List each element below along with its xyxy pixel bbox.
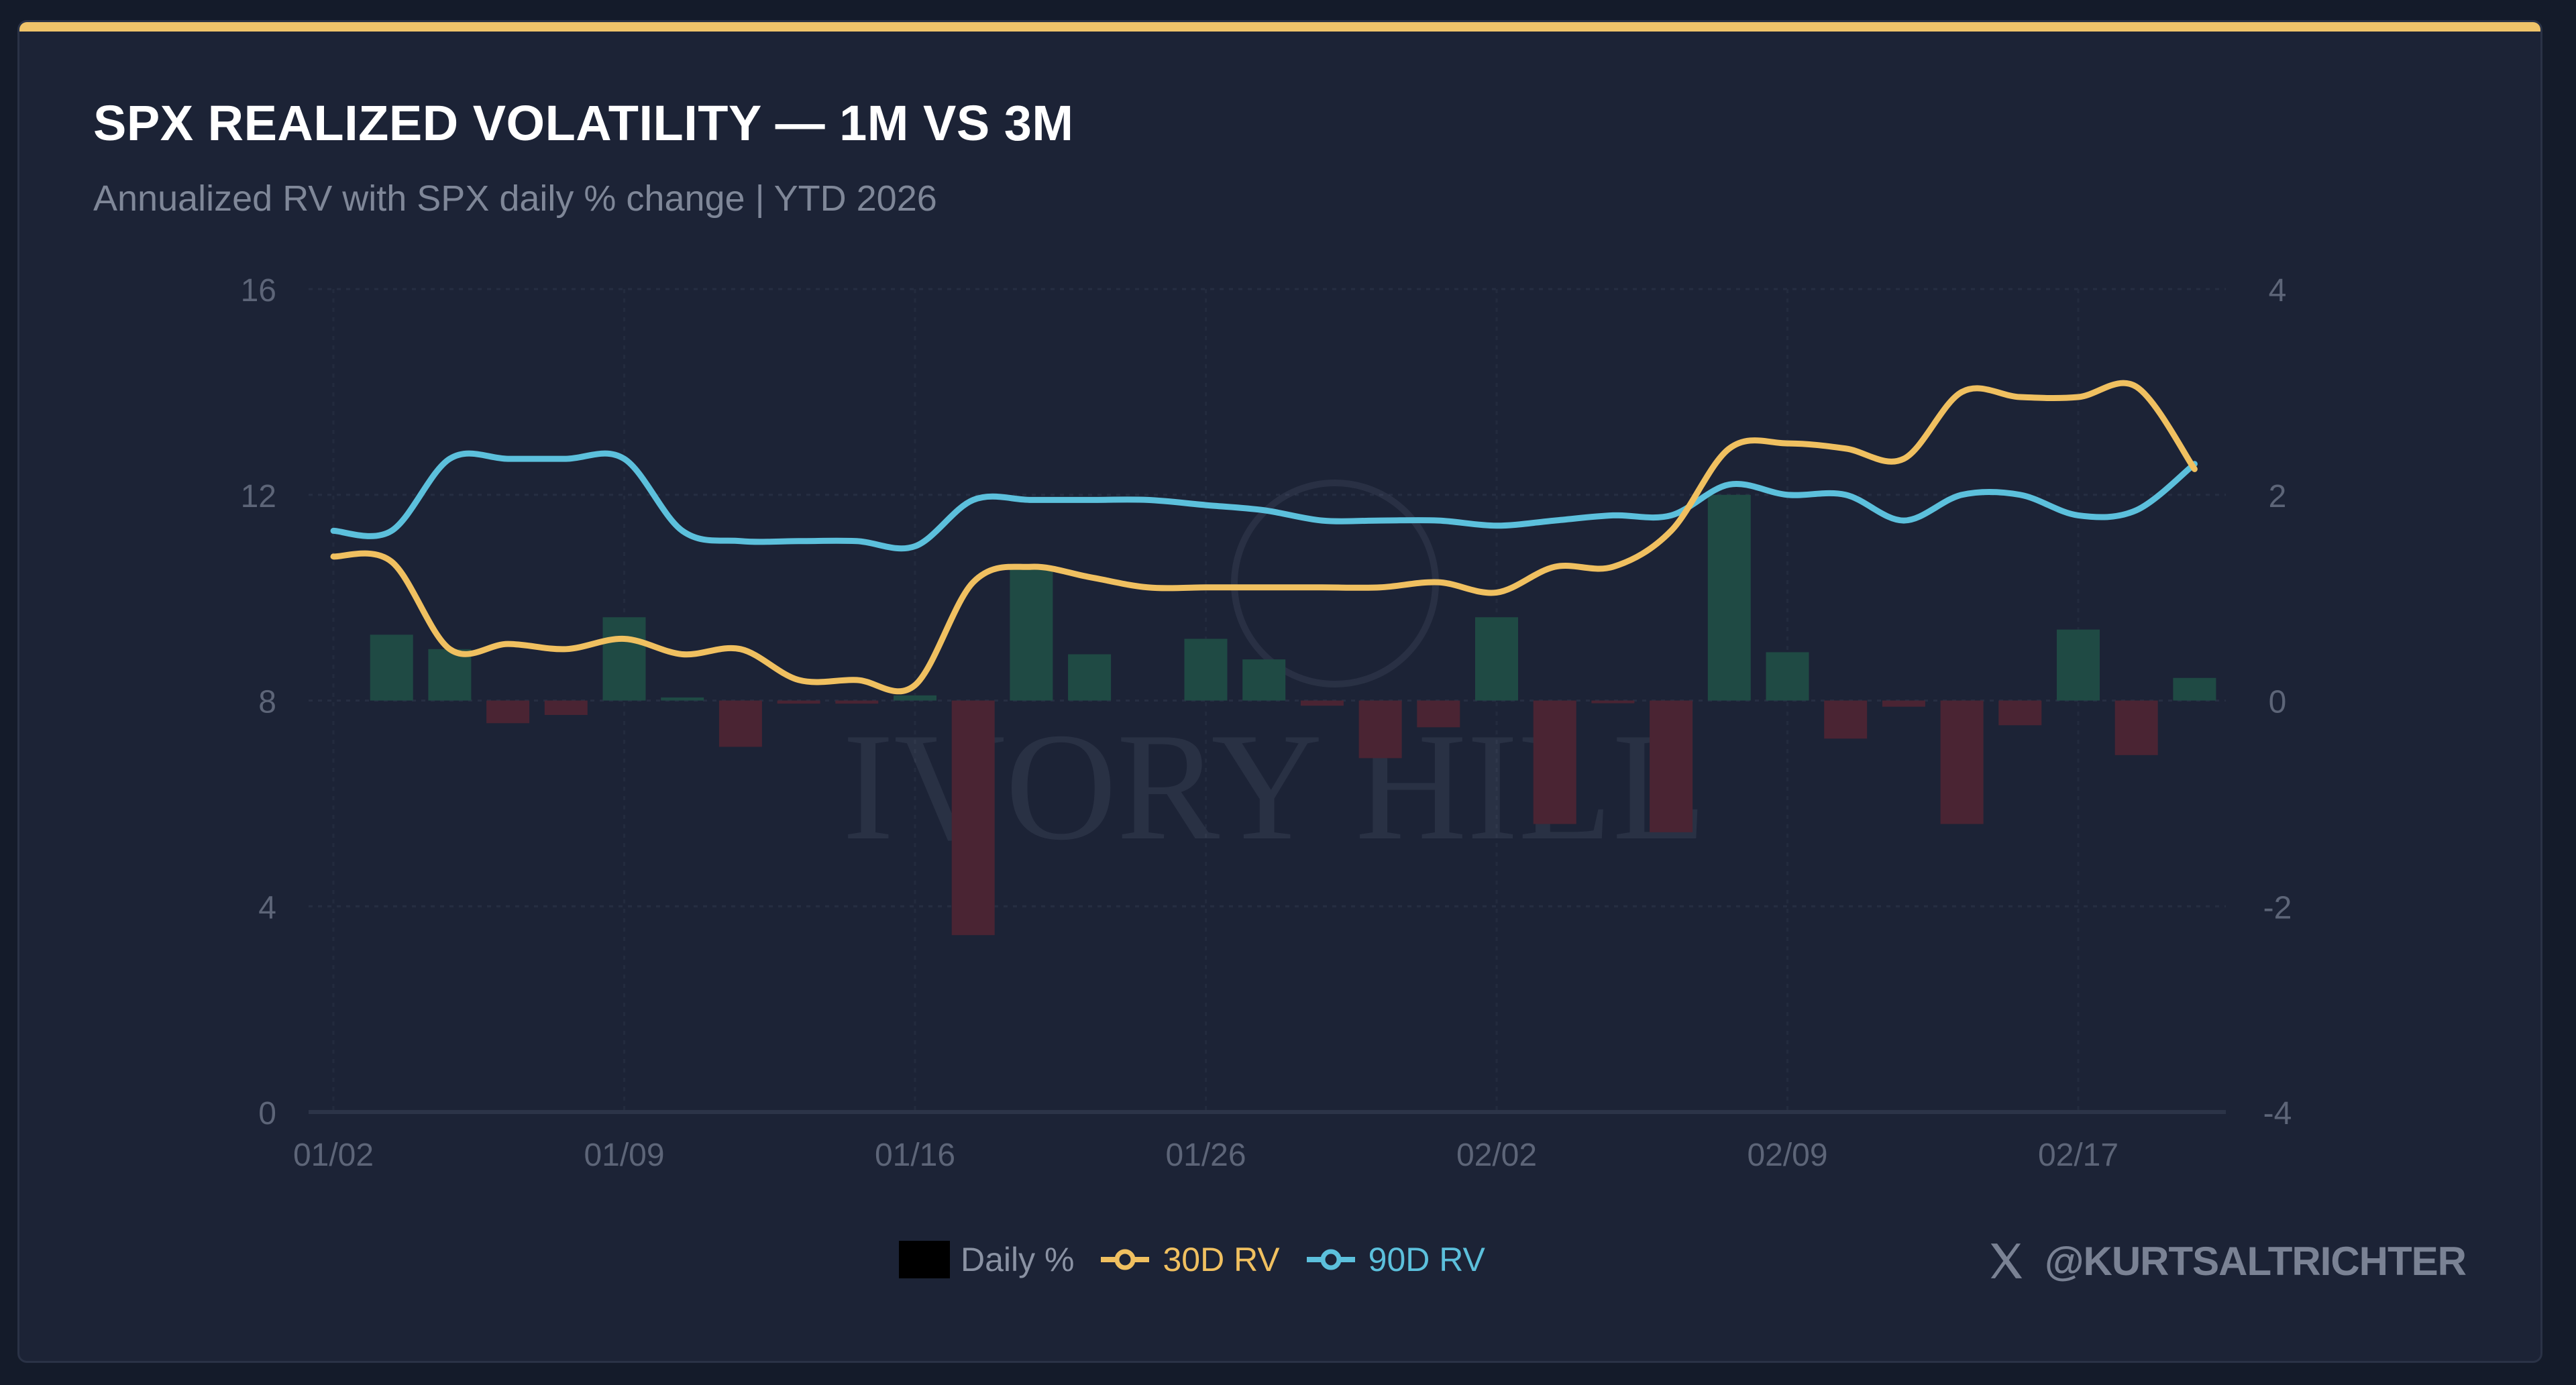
svg-text:01/09: 01/09 xyxy=(584,1138,664,1173)
chart-title: SPX REALIZED VOLATILITY — 1M VS 3M xyxy=(93,95,1074,151)
svg-text:8: 8 xyxy=(258,685,276,720)
svg-text:0: 0 xyxy=(258,1096,276,1131)
chart-legend: Daily % 30D RV 90D RV xyxy=(899,1233,1485,1286)
line-dot-marker-icon xyxy=(1101,1249,1150,1270)
handle-text: @KURTSALTRICHTER xyxy=(2045,1238,2467,1284)
svg-text:02/02: 02/02 xyxy=(1456,1138,1537,1173)
svg-text:0: 0 xyxy=(2269,685,2287,720)
daily-change-bars xyxy=(370,494,2216,936)
svg-text:16: 16 xyxy=(241,273,276,309)
square-swatch-icon xyxy=(899,1241,950,1278)
chart-subtitle: Annualized RV with SPX daily % change | … xyxy=(93,178,937,219)
svg-text:4: 4 xyxy=(258,890,276,926)
x-logo-icon xyxy=(1990,1243,2023,1278)
legend-item-daily[interactable]: Daily % xyxy=(899,1240,1074,1279)
rv-lines xyxy=(330,380,2198,695)
svg-text:12: 12 xyxy=(241,479,276,514)
legend-label: 90D RV xyxy=(1368,1241,1485,1278)
legend-item-30d-rv[interactable]: 30D RV xyxy=(1098,1240,1280,1279)
legend-label: Daily % xyxy=(961,1241,1075,1278)
svg-text:2: 2 xyxy=(2269,479,2287,514)
svg-text:01/16: 01/16 xyxy=(875,1138,955,1173)
svg-text:4: 4 xyxy=(2269,273,2287,309)
svg-text:02/09: 02/09 xyxy=(1747,1138,1827,1173)
legend-label: 30D RV xyxy=(1163,1241,1280,1278)
legend-item-90d-rv[interactable]: 90D RV xyxy=(1304,1240,1485,1279)
svg-text:01/26: 01/26 xyxy=(1165,1138,1246,1173)
svg-text:02/17: 02/17 xyxy=(2038,1138,2118,1173)
author-handle: @KURTSALTRICHTER xyxy=(1986,1234,2467,1288)
accent-bar xyxy=(19,22,2540,32)
svg-text:-2: -2 xyxy=(2263,890,2292,926)
axes: 0 4 8 12 16 -4 -2 0 2 4 01/02 01/09 01/16 01/26 02/02 0… xyxy=(241,273,2292,1173)
svg-text:-4: -4 xyxy=(2263,1096,2292,1131)
svg-text:01/02: 01/02 xyxy=(293,1138,374,1173)
line-dot-marker-icon xyxy=(1306,1249,1355,1270)
